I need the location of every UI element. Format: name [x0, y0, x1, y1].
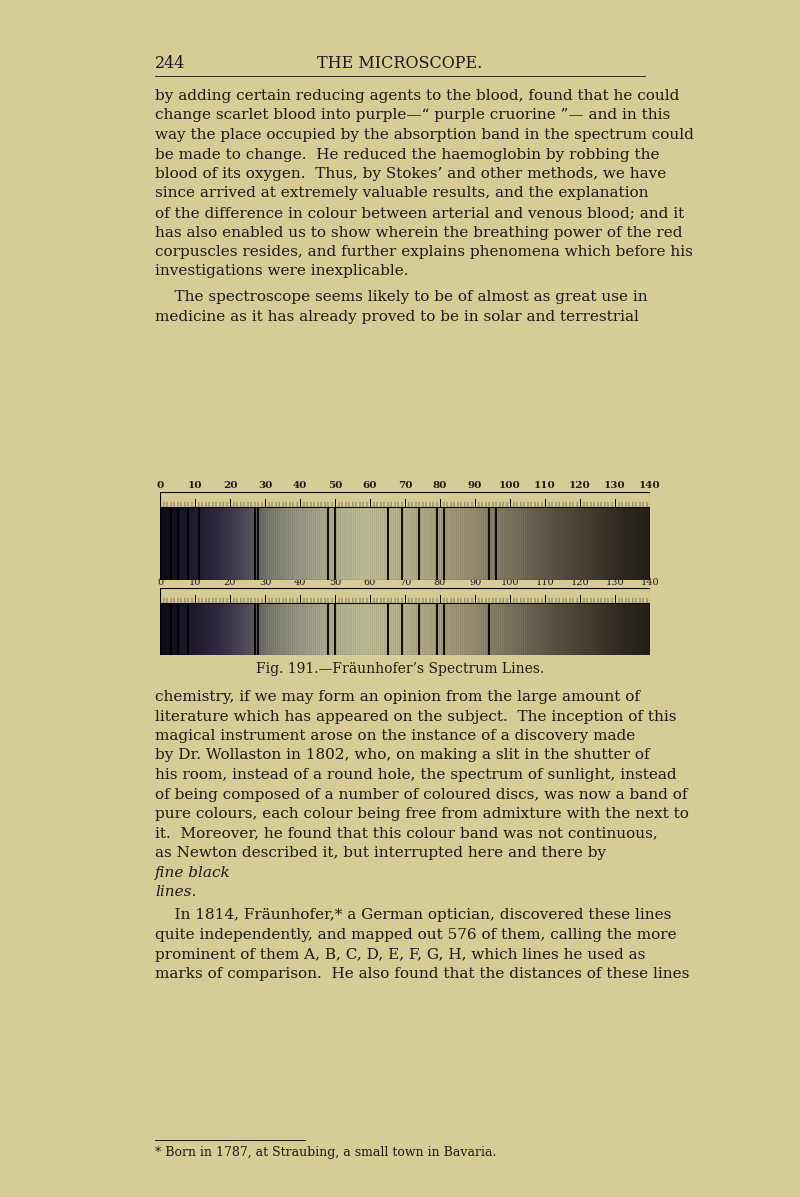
Text: 30: 30: [259, 578, 271, 587]
Text: it.  Moreover, he found that this colour band was not continuous,: it. Moreover, he found that this colour …: [155, 826, 658, 840]
Text: 100: 100: [501, 578, 519, 587]
Text: literature which has appeared on the subject.  The inception of this: literature which has appeared on the sub…: [155, 710, 677, 723]
Text: medicine as it has already proved to be in solar and terrestrial: medicine as it has already proved to be …: [155, 310, 639, 323]
Text: 50: 50: [329, 578, 341, 587]
Text: since arrived at extremely valuable results, and the explanation: since arrived at extremely valuable resu…: [155, 187, 649, 201]
Text: 244: 244: [155, 55, 186, 72]
Text: 120: 120: [570, 578, 590, 587]
Text: of being composed of a number of coloured discs, was now a band of: of being composed of a number of coloure…: [155, 788, 687, 802]
Text: 0: 0: [157, 578, 163, 587]
Text: 10: 10: [189, 578, 201, 587]
Text: 120: 120: [569, 481, 591, 490]
Text: corpuscles resides, and further explains phenomena which before his: corpuscles resides, and further explains…: [155, 245, 693, 259]
Text: chemistry, if we may form an opinion from the large amount of: chemistry, if we may form an opinion fro…: [155, 689, 640, 704]
Text: 100: 100: [499, 481, 521, 490]
Text: lines.: lines.: [155, 885, 196, 899]
Text: prominent of them A, B, C, D, E, F, G, H, which lines he used as: prominent of them A, B, C, D, E, F, G, H…: [155, 948, 646, 961]
Text: * Born in 1787, at Straubing, a small town in Bavaria.: * Born in 1787, at Straubing, a small to…: [155, 1146, 496, 1159]
Text: 90: 90: [468, 481, 482, 490]
Text: 0: 0: [156, 481, 164, 490]
Text: 50: 50: [328, 481, 342, 490]
Text: 40: 40: [294, 578, 306, 587]
Text: 60: 60: [364, 578, 376, 587]
Text: 140: 140: [641, 578, 659, 587]
Text: 80: 80: [433, 481, 447, 490]
Text: his room, instead of a round hole, the spectrum of sunlight, instead: his room, instead of a round hole, the s…: [155, 768, 677, 782]
Text: as Newton described it, but interrupted here and there by: as Newton described it, but interrupted …: [155, 846, 611, 859]
Text: has also enabled us to show wherein the breathing power of the red: has also enabled us to show wherein the …: [155, 225, 682, 239]
Text: of the difference in colour between arterial and venous blood; and it: of the difference in colour between arte…: [155, 206, 684, 220]
Text: pure colours, each colour being free from admixture with the next to: pure colours, each colour being free fro…: [155, 807, 689, 821]
Text: 80: 80: [434, 578, 446, 587]
Text: 90: 90: [469, 578, 481, 587]
Text: magical instrument arose on the instance of a discovery made: magical instrument arose on the instance…: [155, 729, 635, 743]
Text: 30: 30: [258, 481, 272, 490]
Text: 60: 60: [362, 481, 378, 490]
Text: 10: 10: [188, 481, 202, 490]
Text: 40: 40: [293, 481, 307, 490]
Text: 20: 20: [222, 481, 238, 490]
Text: fine black: fine black: [155, 865, 230, 880]
Text: In 1814, Fräunhofer,* a German optician, discovered these lines: In 1814, Fräunhofer,* a German optician,…: [155, 909, 671, 923]
Text: 130: 130: [606, 578, 624, 587]
Text: be made to change.  He reduced the haemoglobin by robbing the: be made to change. He reduced the haemog…: [155, 147, 659, 162]
Text: way the place occupied by the absorption band in the spectrum could: way the place occupied by the absorption…: [155, 128, 694, 142]
Text: 70: 70: [398, 481, 412, 490]
Text: blood of its oxygen.  Thus, by Stokes’ and other methods, we have: blood of its oxygen. Thus, by Stokes’ an…: [155, 168, 666, 181]
Text: 140: 140: [639, 481, 661, 490]
Text: THE MICROSCOPE.: THE MICROSCOPE.: [318, 55, 482, 72]
Text: 20: 20: [224, 578, 236, 587]
Text: change scarlet blood into purple—“ purple cruorine ”— and in this: change scarlet blood into purple—“ purpl…: [155, 109, 670, 122]
Text: 130: 130: [604, 481, 626, 490]
Text: by adding certain reducing agents to the blood, found that he could: by adding certain reducing agents to the…: [155, 89, 679, 103]
Text: investigations were inexplicable.: investigations were inexplicable.: [155, 265, 409, 279]
Text: Fig. 191.—Fräunhofer’s Spectrum Lines.: Fig. 191.—Fräunhofer’s Spectrum Lines.: [256, 662, 544, 676]
Text: The spectroscope seems likely to be of almost as great use in: The spectroscope seems likely to be of a…: [155, 290, 648, 304]
Text: 70: 70: [399, 578, 411, 587]
Text: marks of comparison.  He also found that the distances of these lines: marks of comparison. He also found that …: [155, 967, 690, 982]
Text: quite independently, and mapped out 576 of them, calling the more: quite independently, and mapped out 576 …: [155, 928, 677, 942]
Text: 110: 110: [534, 481, 556, 490]
Text: 110: 110: [536, 578, 554, 587]
Text: by Dr. Wollaston in 1802, who, on making a slit in the shutter of: by Dr. Wollaston in 1802, who, on making…: [155, 748, 650, 762]
